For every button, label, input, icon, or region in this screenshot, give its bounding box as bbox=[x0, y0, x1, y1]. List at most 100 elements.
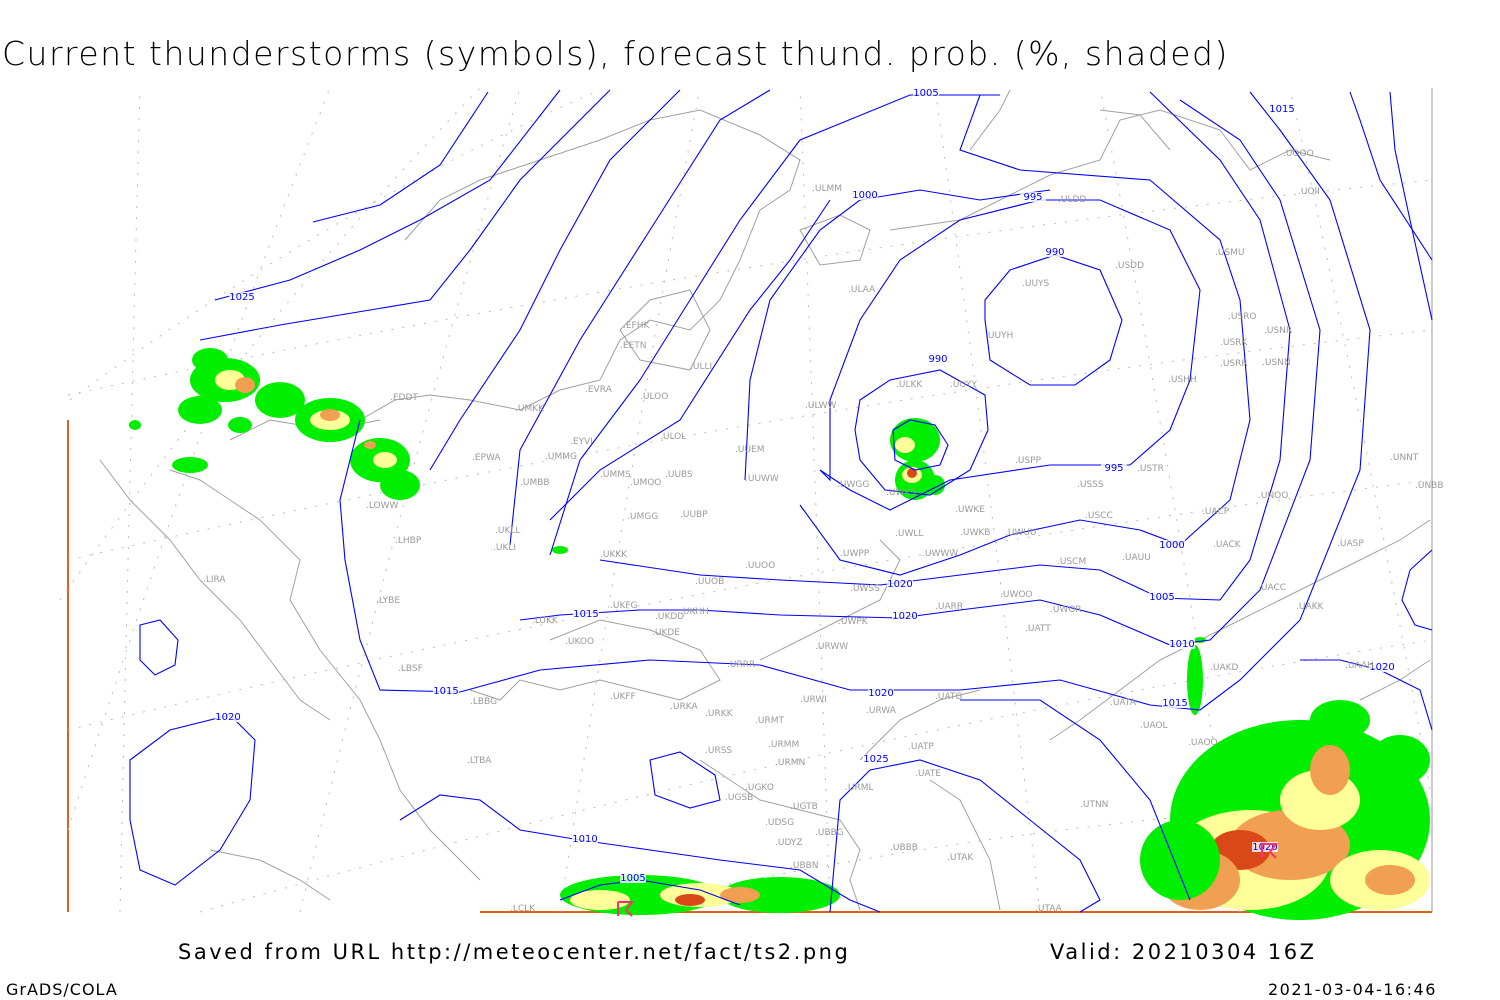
isobar bbox=[1401, 549, 1433, 631]
isobar-label: 1005 bbox=[620, 873, 645, 884]
station-label: .UUYY bbox=[950, 380, 978, 390]
isobar bbox=[854, 369, 989, 496]
station-label: .LOWW bbox=[366, 501, 399, 511]
station-label: .UWSS bbox=[850, 584, 880, 594]
grid-line bbox=[934, 87, 1041, 913]
thunder-probability-area bbox=[172, 457, 208, 473]
station-label: .UKDD bbox=[655, 612, 684, 622]
coastline bbox=[169, 419, 481, 881]
isobar-label-bg bbox=[925, 354, 951, 364]
station-label: .UWWW bbox=[922, 549, 958, 559]
chart-title: Current thunderstorms (symbols), forecas… bbox=[2, 34, 1229, 73]
isobar bbox=[819, 199, 1201, 511]
isobar-label: 995 bbox=[1023, 192, 1042, 203]
isobar bbox=[744, 189, 1051, 481]
station-label: .LHBP bbox=[395, 536, 422, 546]
isobar-label: 1000 bbox=[1159, 540, 1184, 551]
isobar-label: 990 bbox=[928, 354, 947, 365]
isobar bbox=[312, 91, 489, 223]
isobar-label-bg bbox=[573, 609, 599, 619]
station-label: .UAUU bbox=[1122, 553, 1151, 563]
isobar-label-bg bbox=[1149, 592, 1175, 602]
station-label: .UATE bbox=[915, 769, 941, 779]
station-label: .UWKS bbox=[886, 488, 916, 498]
thunder-probability-area bbox=[380, 470, 420, 500]
station-label: .URWI bbox=[800, 695, 827, 705]
thunder-probability-area bbox=[720, 887, 760, 903]
station-label: .UARR bbox=[935, 602, 963, 612]
station-label: .UWKE bbox=[955, 505, 985, 515]
isobar-label: 995 bbox=[1104, 463, 1123, 474]
isobar bbox=[649, 751, 721, 809]
station-label: .UWUU bbox=[1005, 528, 1037, 538]
station-label: .UMMG bbox=[545, 452, 577, 462]
station-label: .UUYS bbox=[1022, 279, 1050, 289]
isobar bbox=[829, 759, 1101, 913]
thunder-probability-area bbox=[675, 894, 705, 906]
station-label: .USPP bbox=[1015, 456, 1042, 466]
isobar-label-bg bbox=[1169, 639, 1195, 649]
isobar-label: 1025 bbox=[229, 292, 254, 303]
thunder-probability-area bbox=[1310, 700, 1370, 740]
station-label: .USRK bbox=[1220, 338, 1248, 348]
isobar-label: 990 bbox=[1045, 247, 1064, 258]
station-label: .UAOL bbox=[1140, 721, 1168, 731]
grid-line bbox=[69, 89, 601, 401]
station-label: .LTBA bbox=[467, 756, 492, 766]
station-label: .LIRA bbox=[203, 575, 226, 585]
isobar bbox=[139, 619, 179, 676]
station-label: .UTAK bbox=[947, 853, 974, 863]
station-label: .UKOO bbox=[565, 637, 594, 647]
isobar-label-bg bbox=[852, 190, 878, 200]
isobar-labels: 1005 1015 1025 1000 995 990 990 995 1000 1005 1010… bbox=[215, 88, 1395, 884]
isobar bbox=[1349, 91, 1433, 261]
isobar bbox=[199, 89, 611, 341]
generated-timestamp: 2021-03-04-16:46 bbox=[1268, 980, 1437, 999]
station-label: .URKK bbox=[705, 709, 734, 719]
station-label: .USRR bbox=[1220, 359, 1248, 369]
station-label: .UUEM bbox=[735, 445, 765, 455]
isobar-label: 1020 bbox=[868, 688, 893, 699]
station-label: .UATG bbox=[935, 692, 962, 702]
coastlines bbox=[99, 89, 1431, 911]
coastline bbox=[619, 289, 711, 371]
station-label: .URRR bbox=[727, 660, 755, 670]
station-labels: .ULMM .ULAA .EFHK .EETN .ULLI .EVRA .ULOO .UMKK… bbox=[203, 149, 1444, 914]
station-label: .LYBE bbox=[376, 596, 400, 606]
grid-line bbox=[67, 479, 1433, 731]
station-label: .UKKK bbox=[600, 550, 628, 560]
station-label: .UKLL bbox=[495, 526, 520, 536]
station-label: .UACP bbox=[1202, 507, 1230, 517]
station-label: .UGSB bbox=[725, 793, 753, 803]
coastline bbox=[469, 619, 721, 701]
station-label: .ULKK bbox=[896, 380, 923, 390]
station-label: .UAAH bbox=[1345, 661, 1374, 671]
grid-line bbox=[67, 87, 331, 831]
source-url-text: Saved from URL http://meteocenter.net/fa… bbox=[178, 940, 851, 964]
station-label: .UBBG bbox=[815, 828, 844, 838]
station-label: .EETN bbox=[620, 341, 646, 351]
station-label: .USSS bbox=[1077, 480, 1104, 490]
station-label: .ULDD bbox=[1058, 195, 1086, 205]
station-label: .UKFF bbox=[610, 692, 636, 702]
isobar-label-bg bbox=[863, 754, 889, 764]
isobar bbox=[1389, 91, 1433, 321]
station-label: .UMMS bbox=[600, 470, 631, 480]
station-label: .UBBB bbox=[890, 843, 918, 853]
station-label: .URKA bbox=[670, 702, 698, 712]
station-label: .URWA bbox=[866, 706, 897, 716]
station-label: .UKLI bbox=[493, 543, 516, 553]
station-label: .EYVI bbox=[570, 437, 593, 447]
thunder-probability-area bbox=[373, 452, 397, 468]
station-label: .UTNN bbox=[1080, 800, 1108, 810]
station-label: .USNN bbox=[1262, 358, 1291, 368]
isobar-label: 1015 bbox=[1162, 698, 1187, 709]
station-label: .USTR bbox=[1137, 464, 1164, 474]
station-label: .USCC bbox=[1085, 511, 1113, 521]
station-label: .UNBB bbox=[1415, 481, 1444, 491]
station-label: .UNOO bbox=[1258, 491, 1288, 501]
thunder-probability-area bbox=[552, 546, 568, 554]
thunderstorm-probability-areas bbox=[129, 348, 1430, 920]
coastline bbox=[99, 459, 331, 721]
